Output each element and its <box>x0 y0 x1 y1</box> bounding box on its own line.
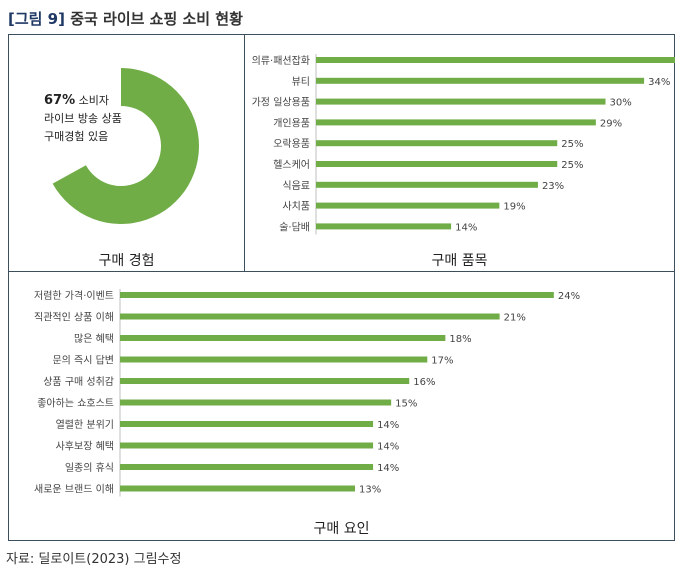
bar <box>316 202 500 209</box>
source-note: 자료: 딜로이트(2023) 그림수정 <box>6 552 182 567</box>
donut-annotation-line3: 구매경험 있음 <box>44 130 109 143</box>
donut-annotation-line1: 소비자 <box>78 94 109 107</box>
purchase-experience-title: 구매 경험 <box>98 253 155 269</box>
category-tick-label: 저렴한 가격·이벤트 <box>34 289 114 302</box>
bar <box>120 335 446 341</box>
bar-data-label: 16% <box>413 377 435 388</box>
bar <box>120 378 410 384</box>
bar <box>316 119 596 126</box>
bar-data-label: 15% <box>395 399 417 410</box>
bar <box>120 399 392 406</box>
category-tick-label: 열렬한 분위기 <box>56 418 114 431</box>
category-tick-label: 의류·패션잡화 <box>252 55 310 67</box>
bar-data-label: 14% <box>377 442 399 453</box>
bar-data-label: 25% <box>561 160 583 171</box>
category-tick-label: 직관적인 상품 이해 <box>34 311 114 324</box>
bar-data-label: 18% <box>449 334 471 345</box>
purchase-factors-panel <box>8 271 675 541</box>
figure-title-text: 중국 라이브 쇼핑 소비 현황 <box>70 10 243 28</box>
bar <box>316 57 675 63</box>
bar-data-label: 29% <box>600 118 622 129</box>
category-tick-label: 뷰티 <box>292 76 310 88</box>
figure-title: [그림 9] 중국 라이브 쇼핑 소비 현황 <box>8 8 243 29</box>
donut-annotation-line2: 라이브 방송 상품 <box>44 112 122 125</box>
bar <box>120 292 554 298</box>
bar <box>120 313 500 320</box>
purchase-factors-chart: 저렴한 가격·이벤트 24% 직관적인 상품 이해 21% 많은 혜택 18% 문의 즉시 … <box>34 289 580 497</box>
bar-data-label: 34% <box>648 77 670 88</box>
bar <box>120 464 374 470</box>
category-tick-label: 상품 구매 성취감 <box>43 376 114 388</box>
bar-data-label: 21% <box>504 313 526 324</box>
category-tick-label: 좋아하는 쇼호스트 <box>37 397 114 410</box>
bar <box>120 485 355 492</box>
bar <box>316 140 558 147</box>
category-tick-label: 사치품 <box>282 201 310 213</box>
category-tick-label: 가정 일상용품 <box>252 97 310 109</box>
category-tick-label: 술·담배 <box>279 221 310 233</box>
donut-annotation-pct: 67% <box>44 93 76 108</box>
bar-data-label: 30% <box>610 98 632 109</box>
category-tick-label: 사후보장 혜택 <box>56 441 114 453</box>
figure-number: [그림 9] <box>8 10 65 28</box>
category-tick-label: 문의 즉시 답변 <box>52 355 114 367</box>
bar-data-label: 13% <box>359 485 381 496</box>
bar-data-label: 14% <box>377 420 399 431</box>
donut-slice-filled <box>52 68 200 224</box>
purchase-factors-title: 구매 요인 <box>313 521 370 537</box>
category-tick-label: 많은 혜택 <box>74 333 114 345</box>
bar <box>120 442 374 449</box>
bar-data-label: 24% <box>558 291 580 302</box>
bar-data-label: 23% <box>542 181 564 192</box>
purchase-items-title: 구매 품목 <box>431 253 488 269</box>
bar <box>316 77 645 84</box>
category-tick-label: 개인용품 <box>273 117 310 129</box>
bar-data-label: 14% <box>455 222 477 233</box>
category-tick-label: 일종의 휴식 <box>65 462 114 474</box>
bar-data-label: 25% <box>561 139 583 150</box>
donut-annotation: 67% 소비자 라이브 방송 상품 구매경험 있음 <box>44 92 122 146</box>
bar <box>316 161 558 167</box>
bar <box>316 181 538 188</box>
category-tick-label: 식음료 <box>282 180 310 192</box>
bar <box>316 223 452 230</box>
bar <box>120 356 428 363</box>
bar <box>120 421 374 427</box>
bar-data-label: 14% <box>377 463 399 474</box>
category-tick-label: 새로운 브랜드 이해 <box>34 483 114 496</box>
bar-data-label: 17% <box>431 356 453 367</box>
donut-chart <box>52 68 200 224</box>
bar <box>316 98 606 105</box>
category-tick-label: 헬스케어 <box>273 159 310 171</box>
bar-data-label: 19% <box>503 202 525 213</box>
category-tick-label: 오락용품 <box>273 138 310 150</box>
